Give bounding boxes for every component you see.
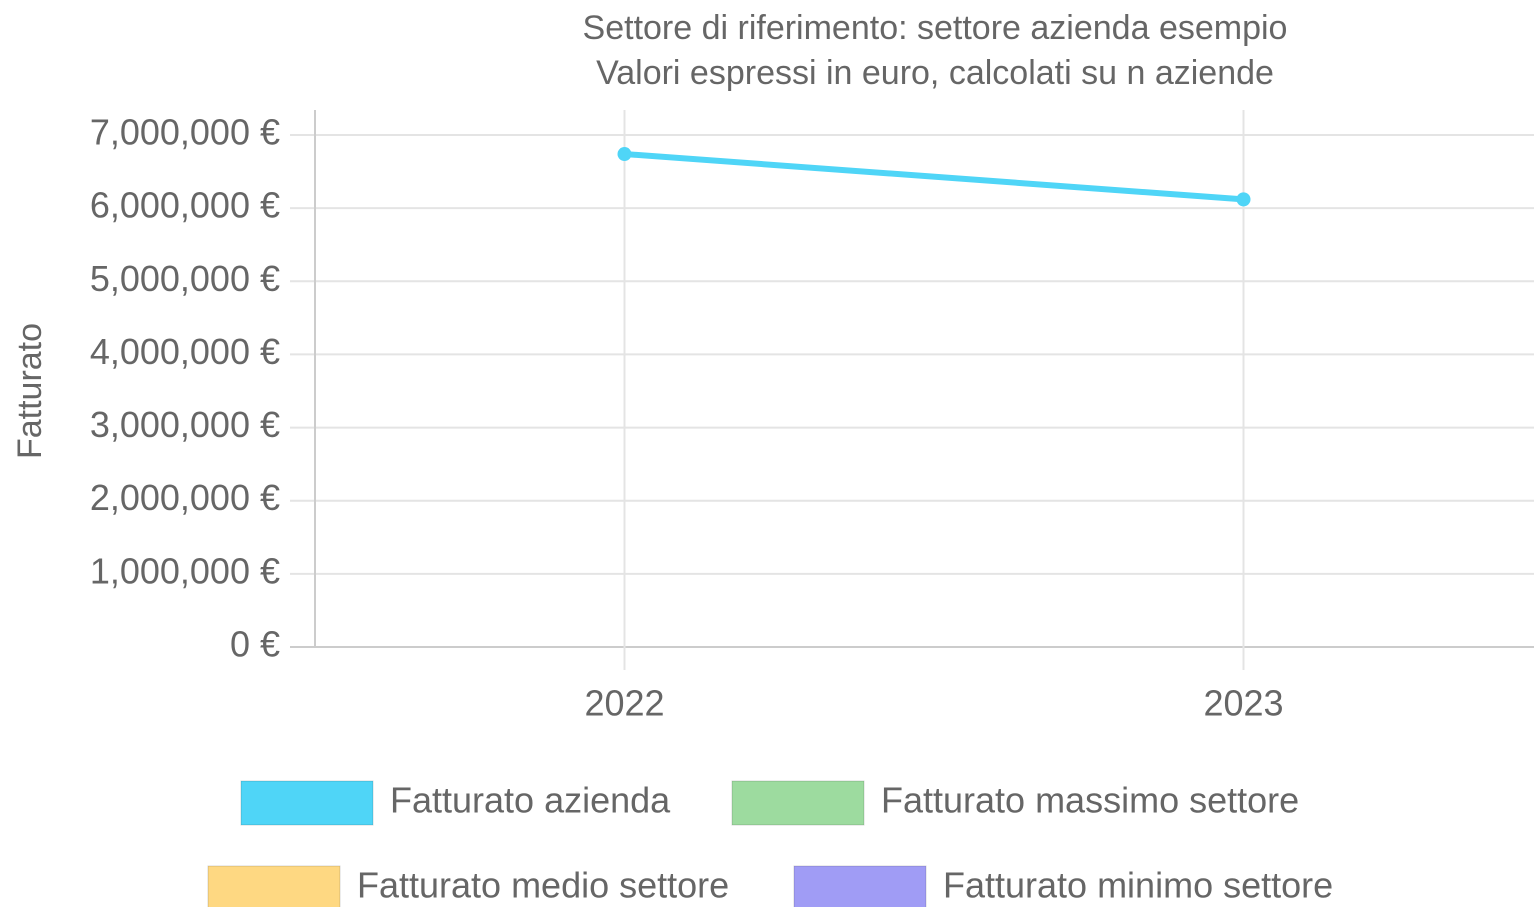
data-point [617, 147, 632, 162]
y-tick-label: 1,000,000 € [90, 550, 280, 591]
y-tick-label: 5,000,000 € [90, 258, 280, 299]
y-axis-label: Fatturato [11, 323, 49, 459]
series-line [624, 151, 1244, 203]
data-point [1236, 192, 1251, 207]
y-tick-label: 7,000,000 € [90, 112, 280, 153]
y-tick-label: 0 € [230, 624, 280, 665]
legend-swatch [731, 780, 865, 826]
legend-label: Fatturato medio settore [357, 865, 729, 906]
legend-swatch [207, 865, 341, 907]
y-tick-label: 4,000,000 € [90, 331, 280, 372]
chart-title: Settore di riferimento: settore azienda … [583, 9, 1288, 47]
y-tick-label: 3,000,000 € [90, 404, 280, 445]
legend-label: Fatturato minimo settore [943, 865, 1333, 906]
x-tick-label: 2022 [584, 683, 664, 724]
y-tick-label: 6,000,000 € [90, 185, 280, 226]
legend-swatch [240, 780, 374, 826]
legend-label: Fatturato massimo settore [881, 780, 1299, 821]
legend-swatch [793, 865, 927, 907]
legend-label: Fatturato azienda [390, 780, 671, 821]
chart-subtitle: Valori espressi in euro, calcolati su n … [596, 54, 1274, 92]
x-tick-label: 2023 [1203, 683, 1283, 724]
y-tick-label: 2,000,000 € [90, 477, 280, 518]
